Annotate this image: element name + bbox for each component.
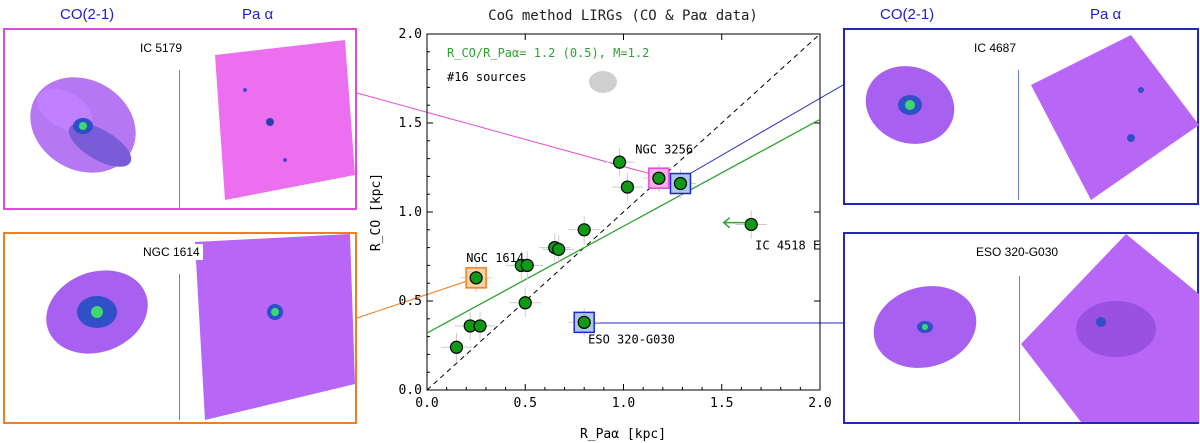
- data-point: [473, 319, 487, 333]
- co-map-ngc1614: [46, 270, 148, 354]
- fit-label: R_CO/R_Paα= 1.2 (0.5), M=1.2: [447, 46, 649, 60]
- label-ngc1614: NGC 1614: [140, 244, 203, 260]
- data-point: [577, 223, 591, 237]
- y-tick-label: 1.0: [399, 205, 422, 220]
- pa-map-eso320: [1021, 234, 1199, 422]
- x-tick-label: 1.5: [710, 396, 733, 411]
- connector-ic5179: [356, 92, 659, 177]
- right-co-header: CO(2-1): [880, 6, 935, 23]
- data-point: [612, 155, 627, 169]
- y-axis-label: R_CO [kpc]: [369, 173, 384, 251]
- co-map-eso320: [873, 286, 977, 368]
- left-pa-header: Pa α: [242, 6, 274, 23]
- point-annotation: IC 4518 E: [755, 238, 820, 252]
- y-tick-label: 0.5: [399, 294, 422, 309]
- gray-smudge: [589, 71, 617, 93]
- connector-ngc1614: [356, 277, 477, 319]
- data-point: [518, 296, 532, 310]
- label-ic5179: IC 5179: [137, 40, 186, 56]
- panel-ic4687: IC 4687: [843, 28, 1199, 205]
- label-ic4687: IC 4687: [971, 40, 1020, 56]
- data-point: [673, 176, 688, 191]
- data-point: [620, 180, 635, 194]
- arrow-head: [722, 217, 731, 229]
- point-annotation: NGC 1614: [466, 251, 524, 265]
- panel-ngc1614: NGC 1614: [3, 232, 357, 424]
- data-point: [449, 340, 464, 354]
- one-to-one-line: [426, 33, 821, 391]
- sources-label: #16 sources: [447, 70, 526, 84]
- x-tick-label: 0.0: [415, 396, 438, 411]
- fit-line: [426, 118, 821, 334]
- right-pa-header: Pa α: [1090, 6, 1122, 23]
- co-map-ic4687: [865, 66, 955, 144]
- left-co-header: CO(2-1): [60, 6, 115, 23]
- x-axis-label: R_Paα [kpc]: [580, 427, 666, 442]
- x-tick-label: 0.5: [514, 396, 537, 411]
- co-map-ic5179: [30, 77, 136, 173]
- data-point: [469, 271, 483, 285]
- y-tick-label: 2.0: [399, 27, 422, 42]
- data-point: [652, 171, 666, 185]
- data-point: [577, 315, 591, 329]
- panel-ic5179: IC 5179: [3, 28, 357, 210]
- chart-title: CoG method LIRGs (CO & Paα data): [488, 8, 758, 24]
- x-tick-label: 1.0: [612, 396, 635, 411]
- y-tick-label: 0.0: [399, 383, 422, 398]
- y-tick-label: 1.5: [399, 116, 422, 131]
- x-tick-label: 2.0: [808, 396, 831, 411]
- data-point: [744, 217, 758, 232]
- data-point: [520, 258, 534, 272]
- pa-map-ic4687: [1031, 35, 1199, 200]
- label-eso320: ESO 320-G030: [973, 244, 1062, 260]
- pa-map-ic5179: [215, 40, 355, 200]
- point-annotation: ESO 320-G030: [588, 333, 675, 347]
- connector-ic4687: [678, 84, 844, 181]
- point-annotation: NGC 3256: [635, 142, 693, 156]
- data-point: [552, 242, 566, 256]
- panel-eso320: ESO 320-G030: [843, 232, 1199, 424]
- pa-map-ngc1614: [195, 234, 355, 420]
